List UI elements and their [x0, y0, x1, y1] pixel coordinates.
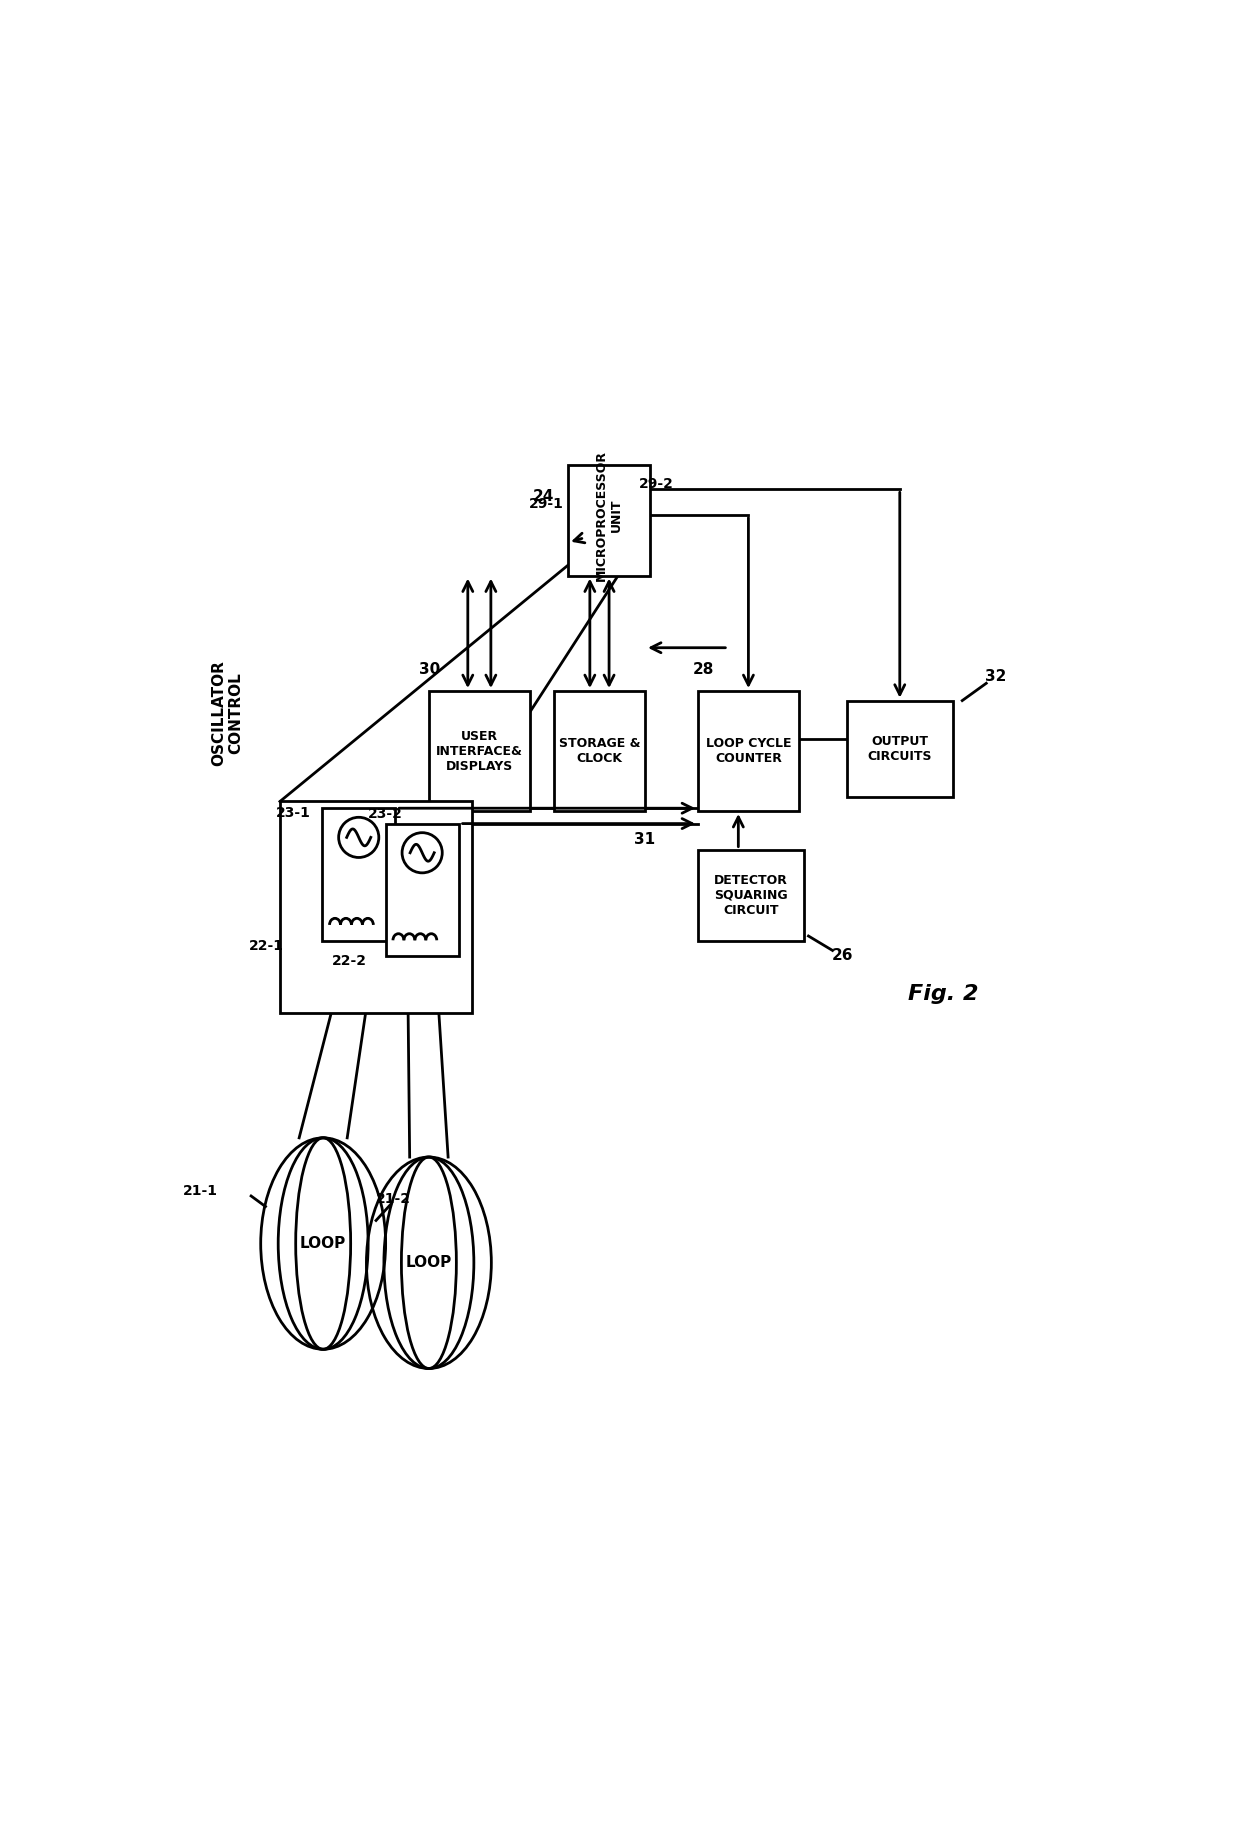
Text: 30: 30	[419, 662, 440, 677]
Bar	[429, 692, 529, 811]
Text: LOOP: LOOP	[405, 1256, 453, 1271]
Text: DETECTOR
SQUARING
CIRCUIT: DETECTOR SQUARING CIRCUIT	[714, 874, 787, 916]
Bar	[698, 692, 799, 811]
Text: 24: 24	[532, 489, 554, 503]
Text: 26: 26	[831, 948, 853, 963]
Text: 22-1: 22-1	[249, 939, 284, 953]
Text: USER
INTERFACE&
DISPLAYS: USER INTERFACE& DISPLAYS	[436, 730, 523, 773]
Text: 28: 28	[693, 662, 714, 677]
Text: MICROPROCESSOR
UNIT: MICROPROCESSOR UNIT	[595, 450, 622, 581]
Bar	[847, 701, 952, 797]
Text: LOOP: LOOP	[300, 1235, 346, 1250]
Bar	[386, 824, 459, 957]
Bar	[322, 808, 396, 940]
Text: 23-1: 23-1	[275, 806, 311, 821]
Text: LOOP CYCLE
COUNTER: LOOP CYCLE COUNTER	[706, 738, 791, 765]
Bar	[280, 802, 472, 1012]
Text: 21-2: 21-2	[376, 1193, 410, 1206]
Text: OUTPUT
CIRCUITS: OUTPUT CIRCUITS	[868, 734, 932, 763]
Text: 22-2: 22-2	[331, 953, 367, 968]
Bar	[568, 465, 650, 575]
Text: 29-2: 29-2	[639, 478, 673, 491]
Text: 23-2: 23-2	[368, 808, 403, 821]
Text: STORAGE &
CLOCK: STORAGE & CLOCK	[559, 738, 640, 765]
Text: 29-1: 29-1	[528, 496, 563, 511]
Text: OSCILLATOR
CONTROL: OSCILLATOR CONTROL	[211, 660, 243, 765]
Text: 21-1: 21-1	[182, 1184, 217, 1199]
Text: 32: 32	[986, 669, 1007, 684]
Bar	[698, 850, 804, 940]
Bar	[554, 692, 645, 811]
Text: 31: 31	[634, 832, 655, 848]
Text: Fig. 2: Fig. 2	[908, 983, 978, 1003]
